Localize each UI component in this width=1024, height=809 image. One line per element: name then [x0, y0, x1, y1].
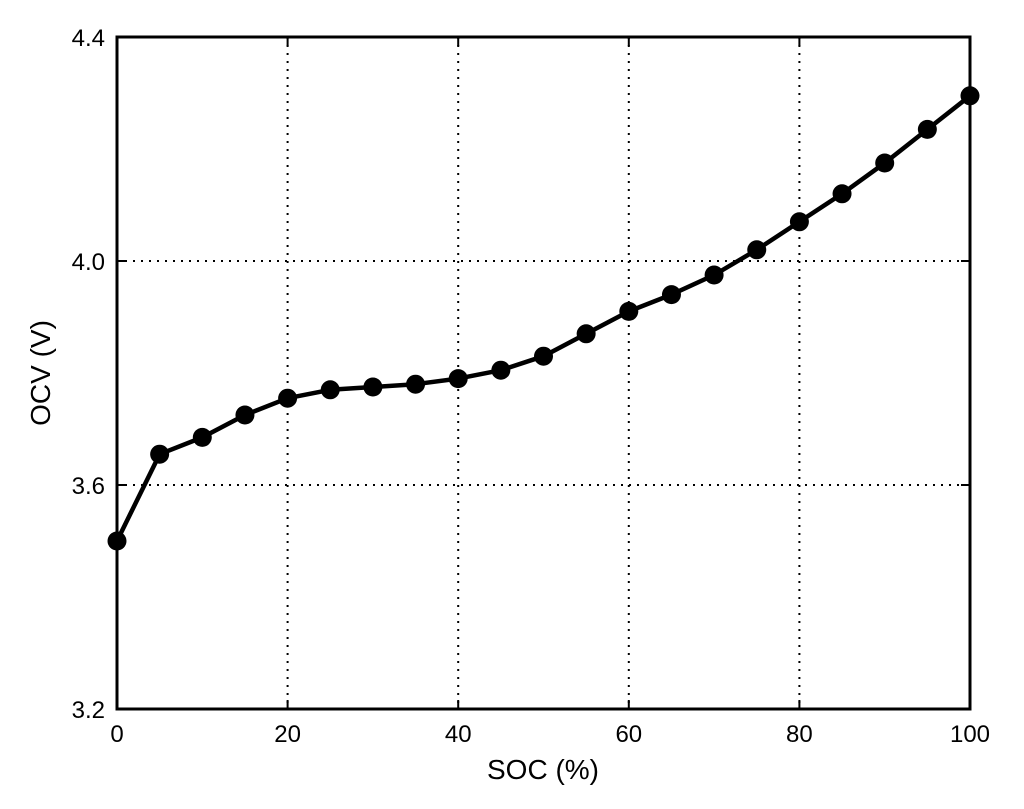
data-point-marker: [235, 405, 255, 425]
x-tick-label: 100: [950, 721, 990, 748]
y-tick-label: 4.0: [72, 249, 105, 276]
grid-lines: [117, 37, 970, 709]
y-tick-label: 3.6: [72, 473, 105, 500]
data-point-marker: [448, 369, 468, 389]
x-tick-label: 40: [445, 721, 472, 748]
data-point-marker: [875, 153, 895, 173]
plot-background: [117, 37, 970, 709]
data-point-marker: [406, 374, 426, 394]
x-tick-label: 80: [786, 721, 813, 748]
data-point-marker: [832, 184, 852, 204]
data-point-marker: [534, 346, 553, 366]
data-point-marker: [150, 444, 170, 464]
tick-labels: 0 20 40 60 80 100 3.2 3.6 4.0 4.4: [72, 25, 990, 748]
data-point-marker: [789, 212, 809, 232]
data-point-marker: [278, 388, 298, 408]
x-tick-label: 60: [615, 721, 642, 748]
data-point-marker: [576, 324, 596, 344]
data-point-marker: [619, 301, 639, 321]
data-point-marker: [363, 377, 383, 397]
data-point-marker: [661, 285, 681, 305]
plot-frame: [115, 35, 972, 711]
data-point-marker: [192, 427, 212, 447]
tick-marks: [116, 36, 971, 710]
data-point-marker: [491, 360, 511, 380]
x-axis-label: SOC (%): [487, 754, 599, 785]
data-point-marker: [917, 119, 937, 139]
x-tick-label: 20: [274, 721, 301, 748]
y-axis-label: OCV (V): [25, 320, 56, 426]
data-point-marker: [320, 380, 340, 400]
data-point-marker: [747, 240, 767, 260]
x-tick-label: 0: [110, 721, 123, 748]
y-tick-label: 3.2: [72, 697, 105, 724]
data-point-marker: [704, 265, 724, 285]
y-tick-label: 4.4: [72, 25, 105, 52]
